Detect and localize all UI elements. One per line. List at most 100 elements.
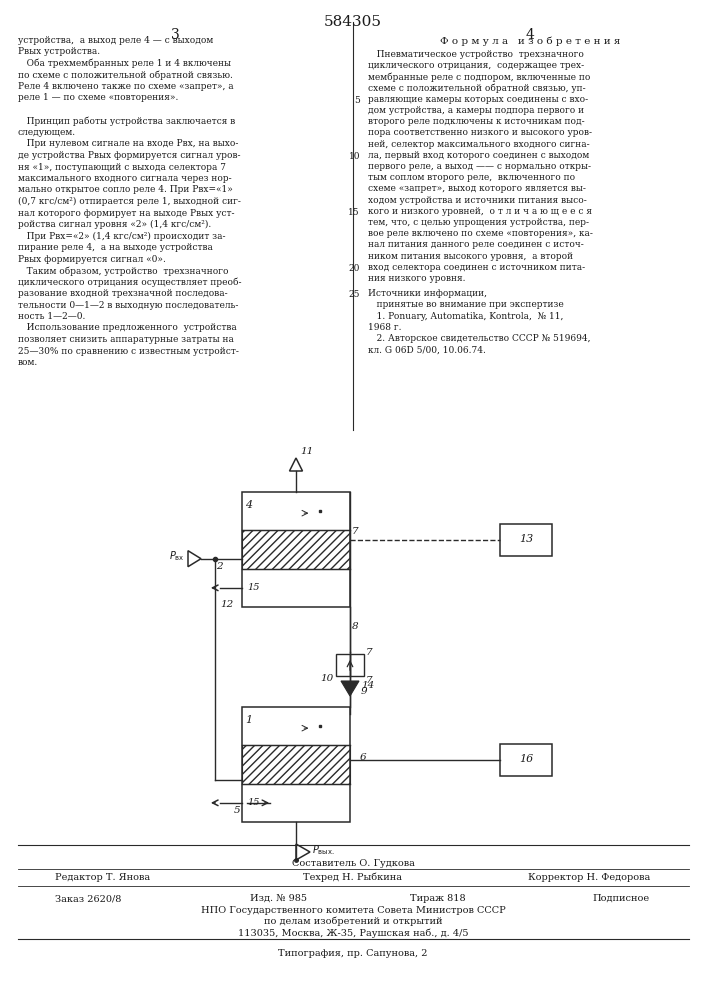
Text: дом устройства, а камеры подпора первого и: дом устройства, а камеры подпора первого… [368,106,584,115]
Text: При нулевом сигнале на входе Pвх, на выхо-: При нулевом сигнале на входе Pвх, на вых… [18,139,238,148]
Text: де устройства Pвыx формируется сигнал уров-: де устройства Pвыx формируется сигнал ур… [18,151,240,160]
Text: Редактор Т. Янова: Редактор Т. Янова [55,873,150,882]
Text: 25: 25 [349,290,360,299]
Text: 12: 12 [221,600,234,609]
Bar [242,492,350,607]
Text: При Pвх=«2» (1,4 кгс/см²) происходит за-: При Pвх=«2» (1,4 кгс/см²) происходит за- [18,232,226,241]
Text: следующем.: следующем. [18,128,76,137]
Text: Тираж 818: Тираж 818 [410,894,466,903]
Text: НПО Государственного комитета Совета Министров СССР: НПО Государственного комитета Совета Мин… [201,906,506,915]
Text: ником питания высокого уровня,  а второй: ником питания высокого уровня, а второй [368,252,573,261]
Text: 15: 15 [247,583,259,592]
Text: $P_{\rm вх}$: $P_{\rm вх}$ [169,549,185,563]
Text: разование входной трехзначной последова-: разование входной трехзначной последова- [18,289,228,298]
Text: Заказ 2620/8: Заказ 2620/8 [55,894,122,903]
Text: Подписное: Подписное [593,894,650,903]
Text: вом.: вом. [18,358,38,367]
Text: 14: 14 [361,680,374,690]
Text: нал питания данного реле соединен с источ-: нал питания данного реле соединен с исто… [368,240,584,249]
Bar [242,530,350,569]
Text: Составитель О. Гудкова: Составитель О. Гудкова [291,859,414,868]
Text: ня «1», поступающий с выхода селектора 7: ня «1», поступающий с выхода селектора 7 [18,162,226,172]
Text: Ф о р м у л а   и з о б р е т е н и я: Ф о р м у л а и з о б р е т е н и я [440,36,620,45]
Text: Изд. № 985: Изд. № 985 [250,894,307,903]
Text: 3: 3 [170,28,180,42]
Text: Техред Н. Рыбкина: Техред Н. Рыбкина [303,873,402,882]
Polygon shape [341,681,359,696]
Text: тем, что, с целью упрощения устройства, пер-: тем, что, с целью упрощения устройства, … [368,218,589,227]
Text: Оба трехмембранных реле 1 и 4 включены: Оба трехмембранных реле 1 и 4 включены [18,59,231,68]
Text: 11: 11 [300,447,313,456]
Text: 2. Авторское свидетельство СССР № 519694,: 2. Авторское свидетельство СССР № 519694… [368,334,590,343]
Text: Реле 4 включено также по схеме «запрет», а: Реле 4 включено также по схеме «запрет»,… [18,82,233,91]
Text: 1968 г.: 1968 г. [368,323,402,332]
Text: первого реле, а выход —— с нормально откры-: первого реле, а выход —— с нормально отк… [368,162,591,171]
Text: 5: 5 [354,96,360,105]
Text: устройства,  а выход реле 4 — с выходом: устройства, а выход реле 4 — с выходом [18,36,214,45]
Text: $P_{\rm вых.}$: $P_{\rm вых.}$ [312,843,334,857]
Text: 6: 6 [360,754,367,762]
Bar [500,524,552,556]
Bar [336,654,364,676]
Text: схеме с положительной обратной связью, уп-: схеме с положительной обратной связью, у… [368,84,585,93]
Text: 4: 4 [245,500,252,510]
Text: 16: 16 [519,754,533,764]
Text: кого и низкого уровней,  о т л и ч а ю щ е е с я: кого и низкого уровней, о т л и ч а ю щ … [368,207,592,216]
Text: 10: 10 [349,152,360,161]
Text: Принцип работы устройства заключается в: Принцип работы устройства заключается в [18,116,235,126]
Text: 7: 7 [366,648,373,657]
Text: пирание реле 4,  а на выходе устройства: пирание реле 4, а на выходе устройства [18,243,213,252]
Text: 15: 15 [349,208,360,217]
Bar [500,744,552,776]
Text: равляющие камеры которых соединены с вхо-: равляющие камеры которых соединены с вхо… [368,95,588,104]
Text: ния низкого уровня.: ния низкого уровня. [368,274,465,283]
Text: ходом устройства и источники питания высо-: ходом устройства и источники питания выс… [368,196,587,205]
Text: схеме «запрет», выход которого является вы-: схеме «запрет», выход которого является … [368,184,586,193]
Text: Pвыx устройства.: Pвыx устройства. [18,47,100,56]
Text: 10: 10 [321,674,334,683]
Text: 5: 5 [233,806,240,815]
Text: 13: 13 [519,534,533,544]
Text: 4: 4 [525,28,534,42]
Bar [242,745,350,784]
Text: реле 1 — по схеме «повторения».: реле 1 — по схеме «повторения». [18,94,178,103]
Text: ность 1—2—0.: ность 1—2—0. [18,312,86,321]
Text: Использование предложенного  устройства: Использование предложенного устройства [18,324,237,332]
Text: кл. G 06D 5/00, 10.06.74.: кл. G 06D 5/00, 10.06.74. [368,345,486,354]
Text: 1: 1 [245,715,252,725]
Text: 584305: 584305 [324,15,382,29]
Text: по делам изобретений и открытий: по делам изобретений и открытий [264,917,443,926]
Text: Корректор Н. Федорова: Корректор Н. Федорова [527,873,650,882]
Text: 113035, Москва, Ж-35, Раушская наб., д. 4/5: 113035, Москва, Ж-35, Раушская наб., д. … [238,928,468,938]
Text: 15: 15 [247,798,259,807]
Text: позволяет снизить аппаратурные затраты на: позволяет снизить аппаратурные затраты н… [18,335,234,344]
Text: Таким образом, устройство  трехзначного: Таким образом, устройство трехзначного [18,266,228,275]
Text: 7: 7 [366,676,373,685]
Text: Pвыx формируется сигнал «0».: Pвыx формируется сигнал «0». [18,254,166,263]
Text: Пневматическое устройство  трехзначного: Пневматическое устройство трехзначного [368,50,584,59]
Text: циклического отрицания осуществляет преоб-: циклического отрицания осуществляет прео… [18,277,242,287]
Text: 2: 2 [216,562,223,571]
Text: ройства сигнал уровня «2» (1,4 кгс/см²).: ройства сигнал уровня «2» (1,4 кгс/см²). [18,220,211,229]
Text: Типография, пр. Сапунова, 2: Типография, пр. Сапунова, 2 [279,949,428,958]
Bar [242,707,350,822]
Text: циклического отрицания,  содержащее трех-: циклического отрицания, содержащее трех- [368,61,584,70]
Text: ла, первый вход которого соединен с выходом: ла, первый вход которого соединен с выхо… [368,151,589,160]
Text: 9: 9 [361,688,368,696]
Text: 7: 7 [352,526,358,536]
Text: вое реле включено по схеме «повторения», ка-: вое реле включено по схеме «повторения»,… [368,229,593,238]
Text: второго реле подключены к источникам под-: второго реле подключены к источникам под… [368,117,585,126]
Text: тым соплом второго реле,  включенного по: тым соплом второго реле, включенного по [368,173,575,182]
Text: (0,7 кгс/см²) отпирается реле 1, выходной сиг-: (0,7 кгс/см²) отпирается реле 1, выходно… [18,197,241,206]
Text: Источники информации,: Источники информации, [368,289,487,298]
Text: 1. Ponuary, Automatika, Kontrola,  № 11,: 1. Ponuary, Automatika, Kontrola, № 11, [368,312,563,321]
Text: тельности 0—1—2 в выходную последователь-: тельности 0—1—2 в выходную последователь… [18,300,238,310]
Text: по схеме с положительной обратной связью.: по схеме с положительной обратной связью… [18,70,233,80]
Text: 8: 8 [352,622,358,631]
Text: мембранные реле с подпором, включенные по: мембранные реле с подпором, включенные п… [368,72,590,82]
Text: 25—30% по сравнению с известным устройст-: 25—30% по сравнению с известным устройст… [18,347,239,356]
Text: максимального входного сигнала через нор-: максимального входного сигнала через нор… [18,174,232,183]
Text: мально открытое сопло реле 4. При Pвх=«1»: мально открытое сопло реле 4. При Pвх=«1… [18,186,233,194]
Text: вход селектора соединен с источником пита-: вход селектора соединен с источником пит… [368,263,585,272]
Text: 20: 20 [349,264,360,273]
